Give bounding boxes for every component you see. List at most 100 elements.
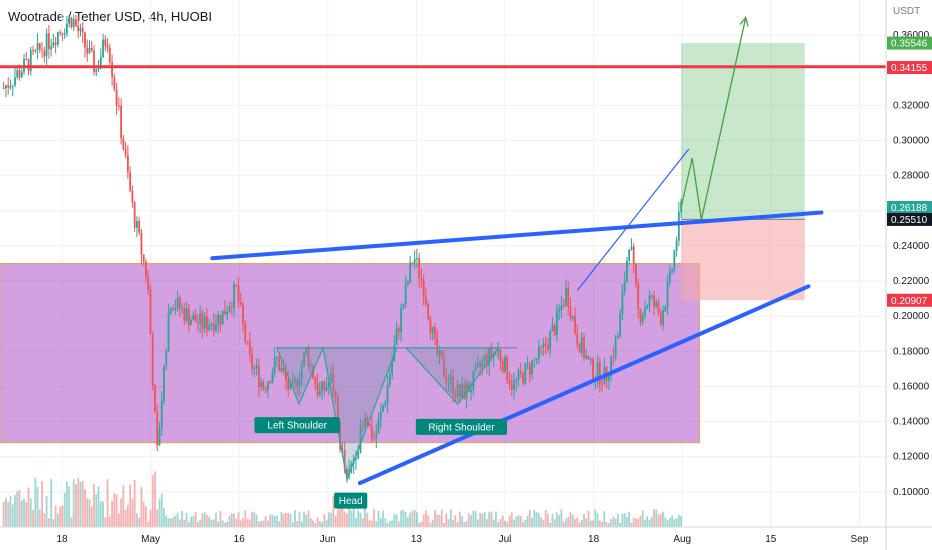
price-candle: [388, 374, 391, 386]
volume-bar: [122, 485, 125, 527]
volume-bar: [452, 519, 454, 527]
price-candle: [431, 327, 434, 334]
target-box: [681, 43, 805, 220]
volume-bar: [260, 520, 263, 527]
price-candle: [14, 77, 16, 86]
price-candle: [106, 45, 109, 48]
price-candle: [673, 250, 676, 270]
price-candle: [664, 306, 667, 311]
volume-bar: [641, 510, 644, 527]
price-candle: [644, 307, 646, 315]
price-candle: [147, 276, 150, 290]
volume-bar: [11, 504, 14, 527]
volume-bar: [630, 522, 633, 527]
price-candle: [567, 287, 570, 307]
volume-bar: [626, 516, 628, 527]
volume-bar: [253, 512, 256, 527]
volume-bar: [285, 512, 287, 527]
volume-bar: [438, 514, 441, 527]
price-candle: [409, 262, 412, 283]
price-candle: [273, 357, 276, 373]
volume-bar: [565, 518, 567, 527]
price-candle: [133, 202, 136, 228]
volume-bar: [662, 511, 664, 527]
y-tick-label: 0.28000: [893, 171, 930, 182]
price-candle: [287, 380, 290, 390]
volume-bar: [546, 514, 549, 527]
price-candle: [129, 172, 132, 191]
price-candle: [212, 323, 215, 331]
price-candle: [289, 382, 292, 390]
price-candle: [653, 295, 655, 307]
price-candle: [99, 57, 102, 68]
price-tag-label: 0.34155: [891, 63, 928, 74]
volume-bars: [2, 471, 683, 527]
price-candle: [27, 59, 30, 71]
price-candle: [528, 363, 531, 375]
price-candle: [470, 390, 473, 393]
price-candle: [474, 366, 477, 372]
price-candle: [601, 384, 603, 386]
volume-bar: [610, 519, 613, 527]
price-candle: [29, 50, 32, 71]
lower-trendline: [357, 284, 811, 486]
volume-bar: [587, 510, 590, 527]
price-candle: [531, 360, 533, 375]
price-candle: [565, 287, 567, 306]
price-candle: [429, 319, 432, 334]
annotations: Left Shoulder Head Right Shoulder: [254, 417, 508, 509]
volume-bar: [7, 501, 10, 527]
price-candle: [262, 382, 265, 389]
price-candle: [88, 47, 91, 54]
price-candle: [619, 313, 622, 336]
volume-bar: [224, 522, 226, 527]
volume-bar: [644, 519, 646, 527]
volume-bar: [32, 509, 34, 527]
price-candle: [298, 379, 301, 388]
price-candle: [9, 86, 12, 88]
price-candle: [68, 17, 71, 24]
volume-bar: [312, 520, 314, 527]
price-candle: [52, 42, 55, 47]
volume-bar: [93, 484, 95, 527]
price-candle: [522, 373, 524, 384]
volume-bar: [151, 475, 154, 527]
volume-bar: [605, 522, 608, 527]
price-candle: [458, 384, 461, 397]
y-tick-label: 0.36000: [893, 30, 930, 41]
price-candle: [481, 359, 484, 367]
price-candle: [639, 309, 642, 323]
x-tick-label: Jul: [499, 534, 512, 545]
price-candle: [264, 388, 267, 391]
price-candle: [276, 357, 278, 359]
volume-bar: [154, 471, 156, 527]
price-candle: [260, 382, 263, 387]
volume-bar: [36, 486, 39, 527]
volume-bar: [230, 513, 233, 527]
volume-bar: [273, 515, 276, 527]
price-candle: [404, 284, 407, 305]
price-candle: [255, 366, 258, 369]
volume-bar: [246, 518, 249, 527]
volume-bar: [416, 512, 418, 527]
price-candle: [517, 370, 520, 380]
volume-bar: [370, 520, 373, 527]
volume-bar: [176, 512, 179, 527]
price-candle: [325, 386, 328, 391]
volume-bar: [628, 511, 631, 527]
volume-bar: [314, 522, 317, 527]
volume-bar: [316, 517, 319, 527]
price-candle: [632, 246, 635, 264]
volume-bar: [9, 495, 12, 527]
volume-bar: [488, 512, 491, 527]
volume-bar: [221, 520, 224, 527]
volume-bar: [264, 516, 267, 527]
y-tick-label: 0.16000: [893, 381, 930, 392]
volume-bar: [576, 517, 579, 527]
upper-trendline: [210, 210, 824, 261]
volume-bar: [280, 511, 283, 527]
price-candle: [526, 363, 529, 365]
hs-pattern-1: [322, 347, 398, 482]
volume-bar: [463, 522, 466, 527]
